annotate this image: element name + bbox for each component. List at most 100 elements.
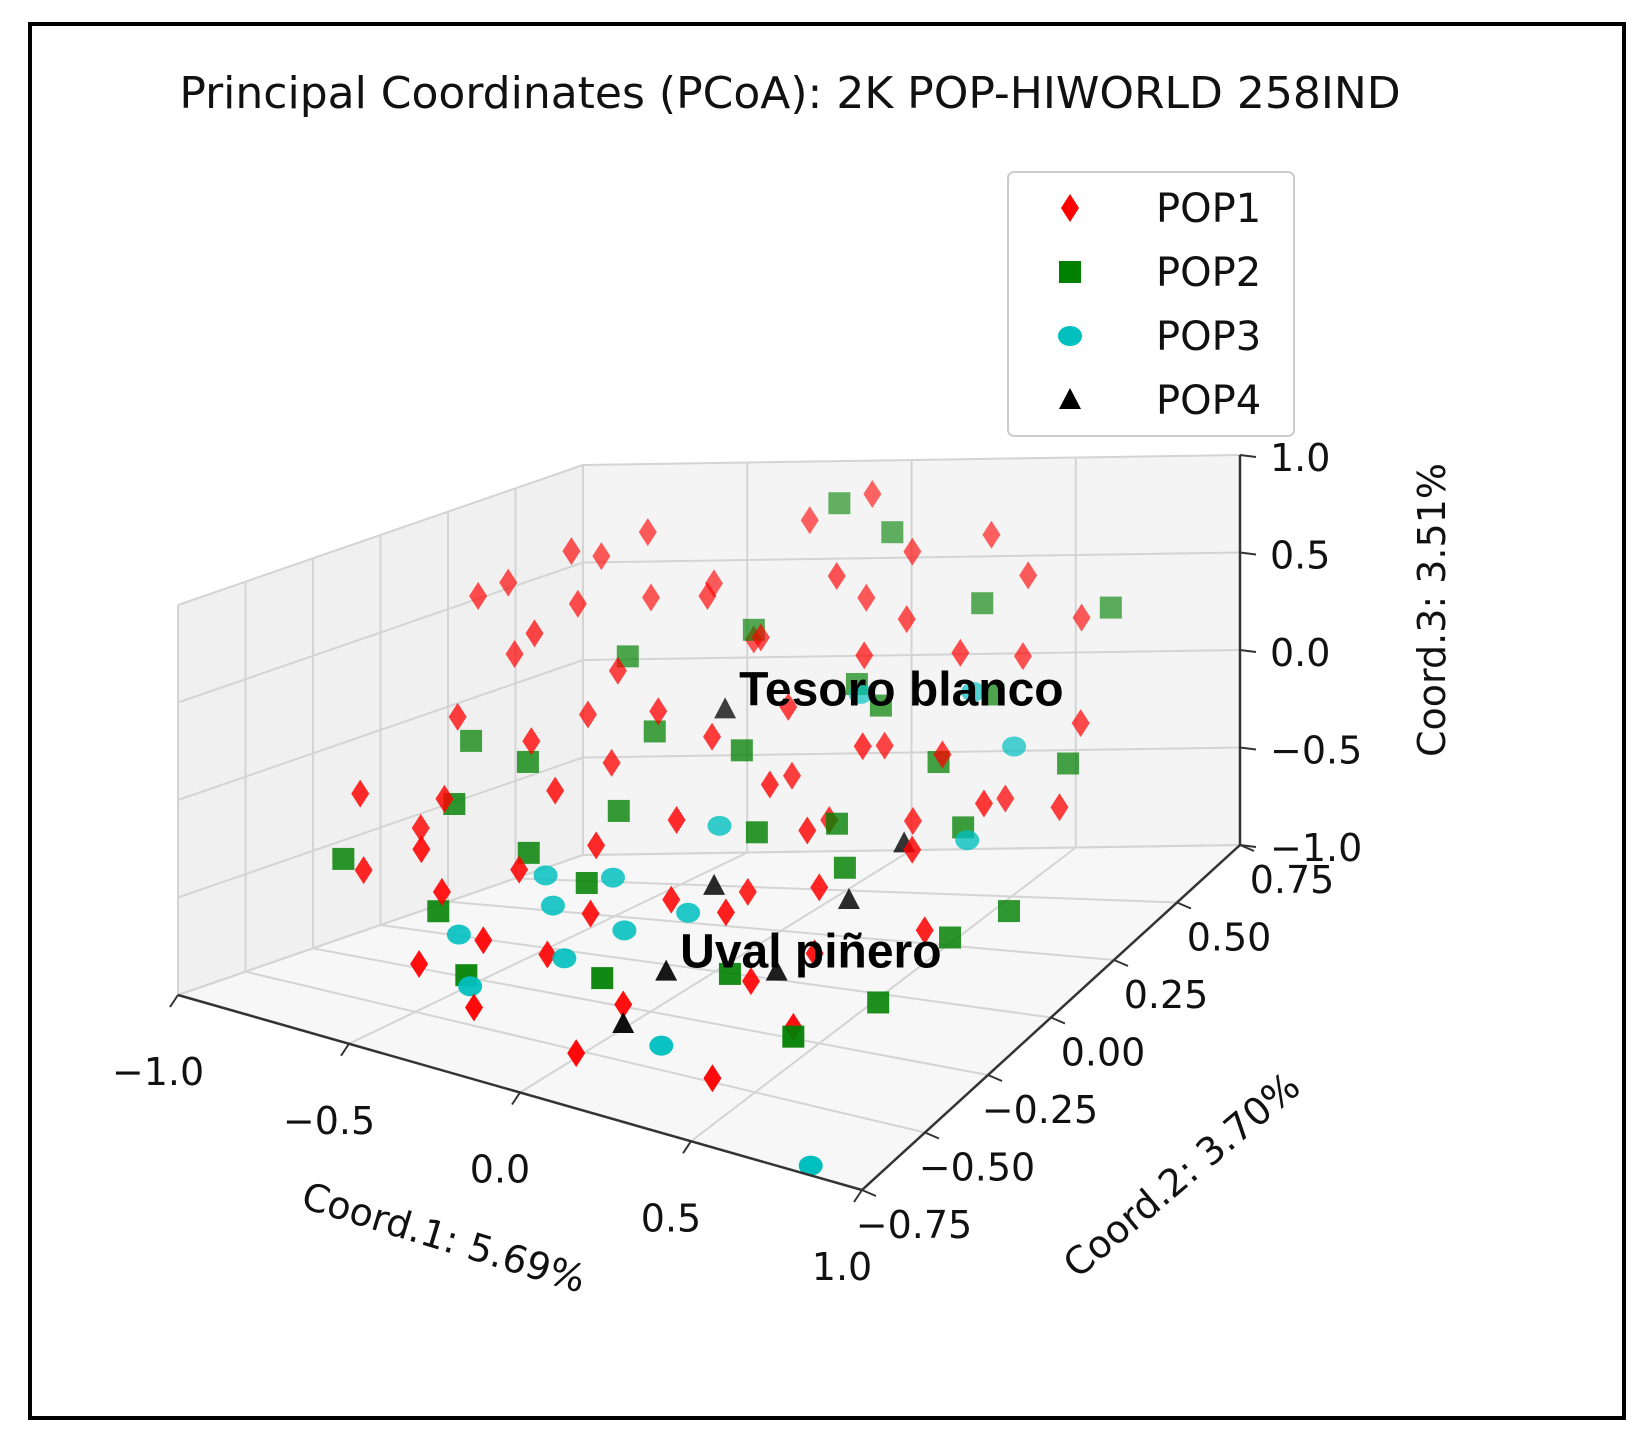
point-pop1: [827, 562, 846, 591]
point-pop2: [460, 729, 483, 752]
point-pop1: [760, 770, 779, 799]
point-pop3: [540, 895, 565, 916]
point-pop1: [505, 640, 524, 668]
point-pop2: [1057, 752, 1080, 775]
grid-line: [177, 561, 584, 704]
point-pop2: [971, 592, 994, 615]
x-tick-label: −1.0: [112, 1050, 204, 1094]
y-tick-label: −0.75: [856, 1203, 972, 1247]
y-tick-label: 0.50: [1187, 916, 1272, 960]
x-tick-label: 1.0: [812, 1245, 872, 1289]
point-pop1: [863, 480, 882, 508]
y-tick: [1176, 901, 1192, 910]
point-pop2: [643, 720, 666, 743]
y-tick-label: −0.50: [919, 1146, 1035, 1190]
point-pop2: [718, 962, 741, 985]
grid-line: [582, 746, 1241, 759]
point-pop3: [848, 683, 873, 704]
point-pop2: [427, 900, 450, 923]
point-pop1: [974, 789, 993, 818]
legend-label: POP2: [1156, 250, 1261, 296]
point-pop1: [982, 520, 1001, 549]
point-pop1: [538, 940, 557, 969]
point-pop1: [1050, 793, 1069, 822]
z-axis-label: Coord.3: 3.51%: [1410, 463, 1454, 757]
point-pop1: [464, 993, 483, 1022]
point-pop1: [568, 589, 587, 618]
legend-item-pop4[interactable]: POP4: [1059, 378, 1261, 424]
point-pop1: [435, 784, 454, 813]
z-tick: [1239, 649, 1257, 653]
x-tick: [853, 1189, 863, 1203]
y-tick-label: 0.00: [1061, 1031, 1146, 1075]
z-tick-label: 1.0: [1270, 436, 1330, 480]
point-pop2: [939, 926, 962, 949]
point-pop1: [800, 506, 819, 535]
legend-item-pop1[interactable]: POP1: [1061, 186, 1261, 232]
point-pop3: [533, 865, 558, 886]
z-tick-label: 0.0: [1270, 631, 1330, 675]
point-pop3: [961, 681, 986, 702]
grid-line: [177, 854, 584, 996]
point-pop4: [837, 888, 860, 910]
point-pop2: [730, 739, 753, 762]
point-pop1: [351, 779, 370, 808]
annotation-tesoro-blanco: Tesoro blanco: [739, 663, 1064, 716]
point-pop1: [875, 731, 894, 760]
point-pop1: [525, 619, 544, 648]
point-pop1: [703, 722, 722, 751]
point-pop1: [805, 939, 824, 968]
point-pop2: [869, 694, 892, 717]
point-pop1: [1019, 561, 1038, 590]
y-tick: [924, 1131, 940, 1140]
point-pop2: [825, 812, 848, 835]
point-pop3: [612, 920, 637, 941]
x-tick: [169, 994, 179, 1008]
point-pop1: [667, 806, 686, 834]
point-pop4: [703, 873, 726, 895]
point-pop2: [1099, 596, 1122, 619]
point-pop2: [881, 521, 904, 544]
point-pop1: [354, 856, 373, 885]
point-pop2: [616, 645, 639, 668]
point-pop1: [1072, 603, 1091, 632]
grid-line: [177, 464, 584, 606]
point-pop2: [997, 900, 1020, 923]
legend-item-pop2[interactable]: POP2: [1059, 250, 1261, 296]
point-pop2: [828, 492, 851, 515]
point-pop1: [412, 835, 431, 864]
point-pop1: [857, 583, 876, 612]
point-pop1: [853, 732, 872, 761]
point-pop1: [448, 702, 467, 731]
point-pop2: [782, 1025, 805, 1048]
point-pop1: [602, 748, 621, 777]
point-pop1: [587, 831, 606, 860]
point-pop1: [522, 727, 541, 756]
point-pop1: [562, 537, 581, 566]
legend-item-pop3[interactable]: POP3: [1058, 314, 1261, 360]
point-pop2: [607, 799, 630, 822]
legend-marker: [1059, 261, 1081, 283]
point-pop3: [798, 1155, 823, 1176]
point-pop4: [612, 1011, 635, 1033]
point-pop1: [474, 926, 493, 955]
grid-line: [515, 877, 1178, 904]
grid-line: [380, 924, 1052, 1019]
point-pop4: [765, 959, 788, 981]
legend[interactable]: POP1 POP2 POP3 POP4: [1007, 171, 1295, 437]
point-pop1: [716, 898, 735, 927]
point-pop1: [649, 697, 668, 726]
y-tick: [987, 1074, 1003, 1082]
z-tick: [1239, 454, 1257, 458]
point-pop1: [738, 877, 757, 906]
x-tick-label: −0.5: [283, 1099, 375, 1143]
point-pop3: [676, 902, 701, 923]
y-tick-label: 0.25: [1124, 973, 1209, 1017]
point-pop3: [707, 815, 732, 836]
point-pop1: [546, 776, 565, 805]
grid-line: [582, 454, 1241, 466]
point-pop2: [982, 683, 1005, 706]
point-pop1: [638, 518, 657, 547]
point-pop3: [446, 924, 471, 945]
